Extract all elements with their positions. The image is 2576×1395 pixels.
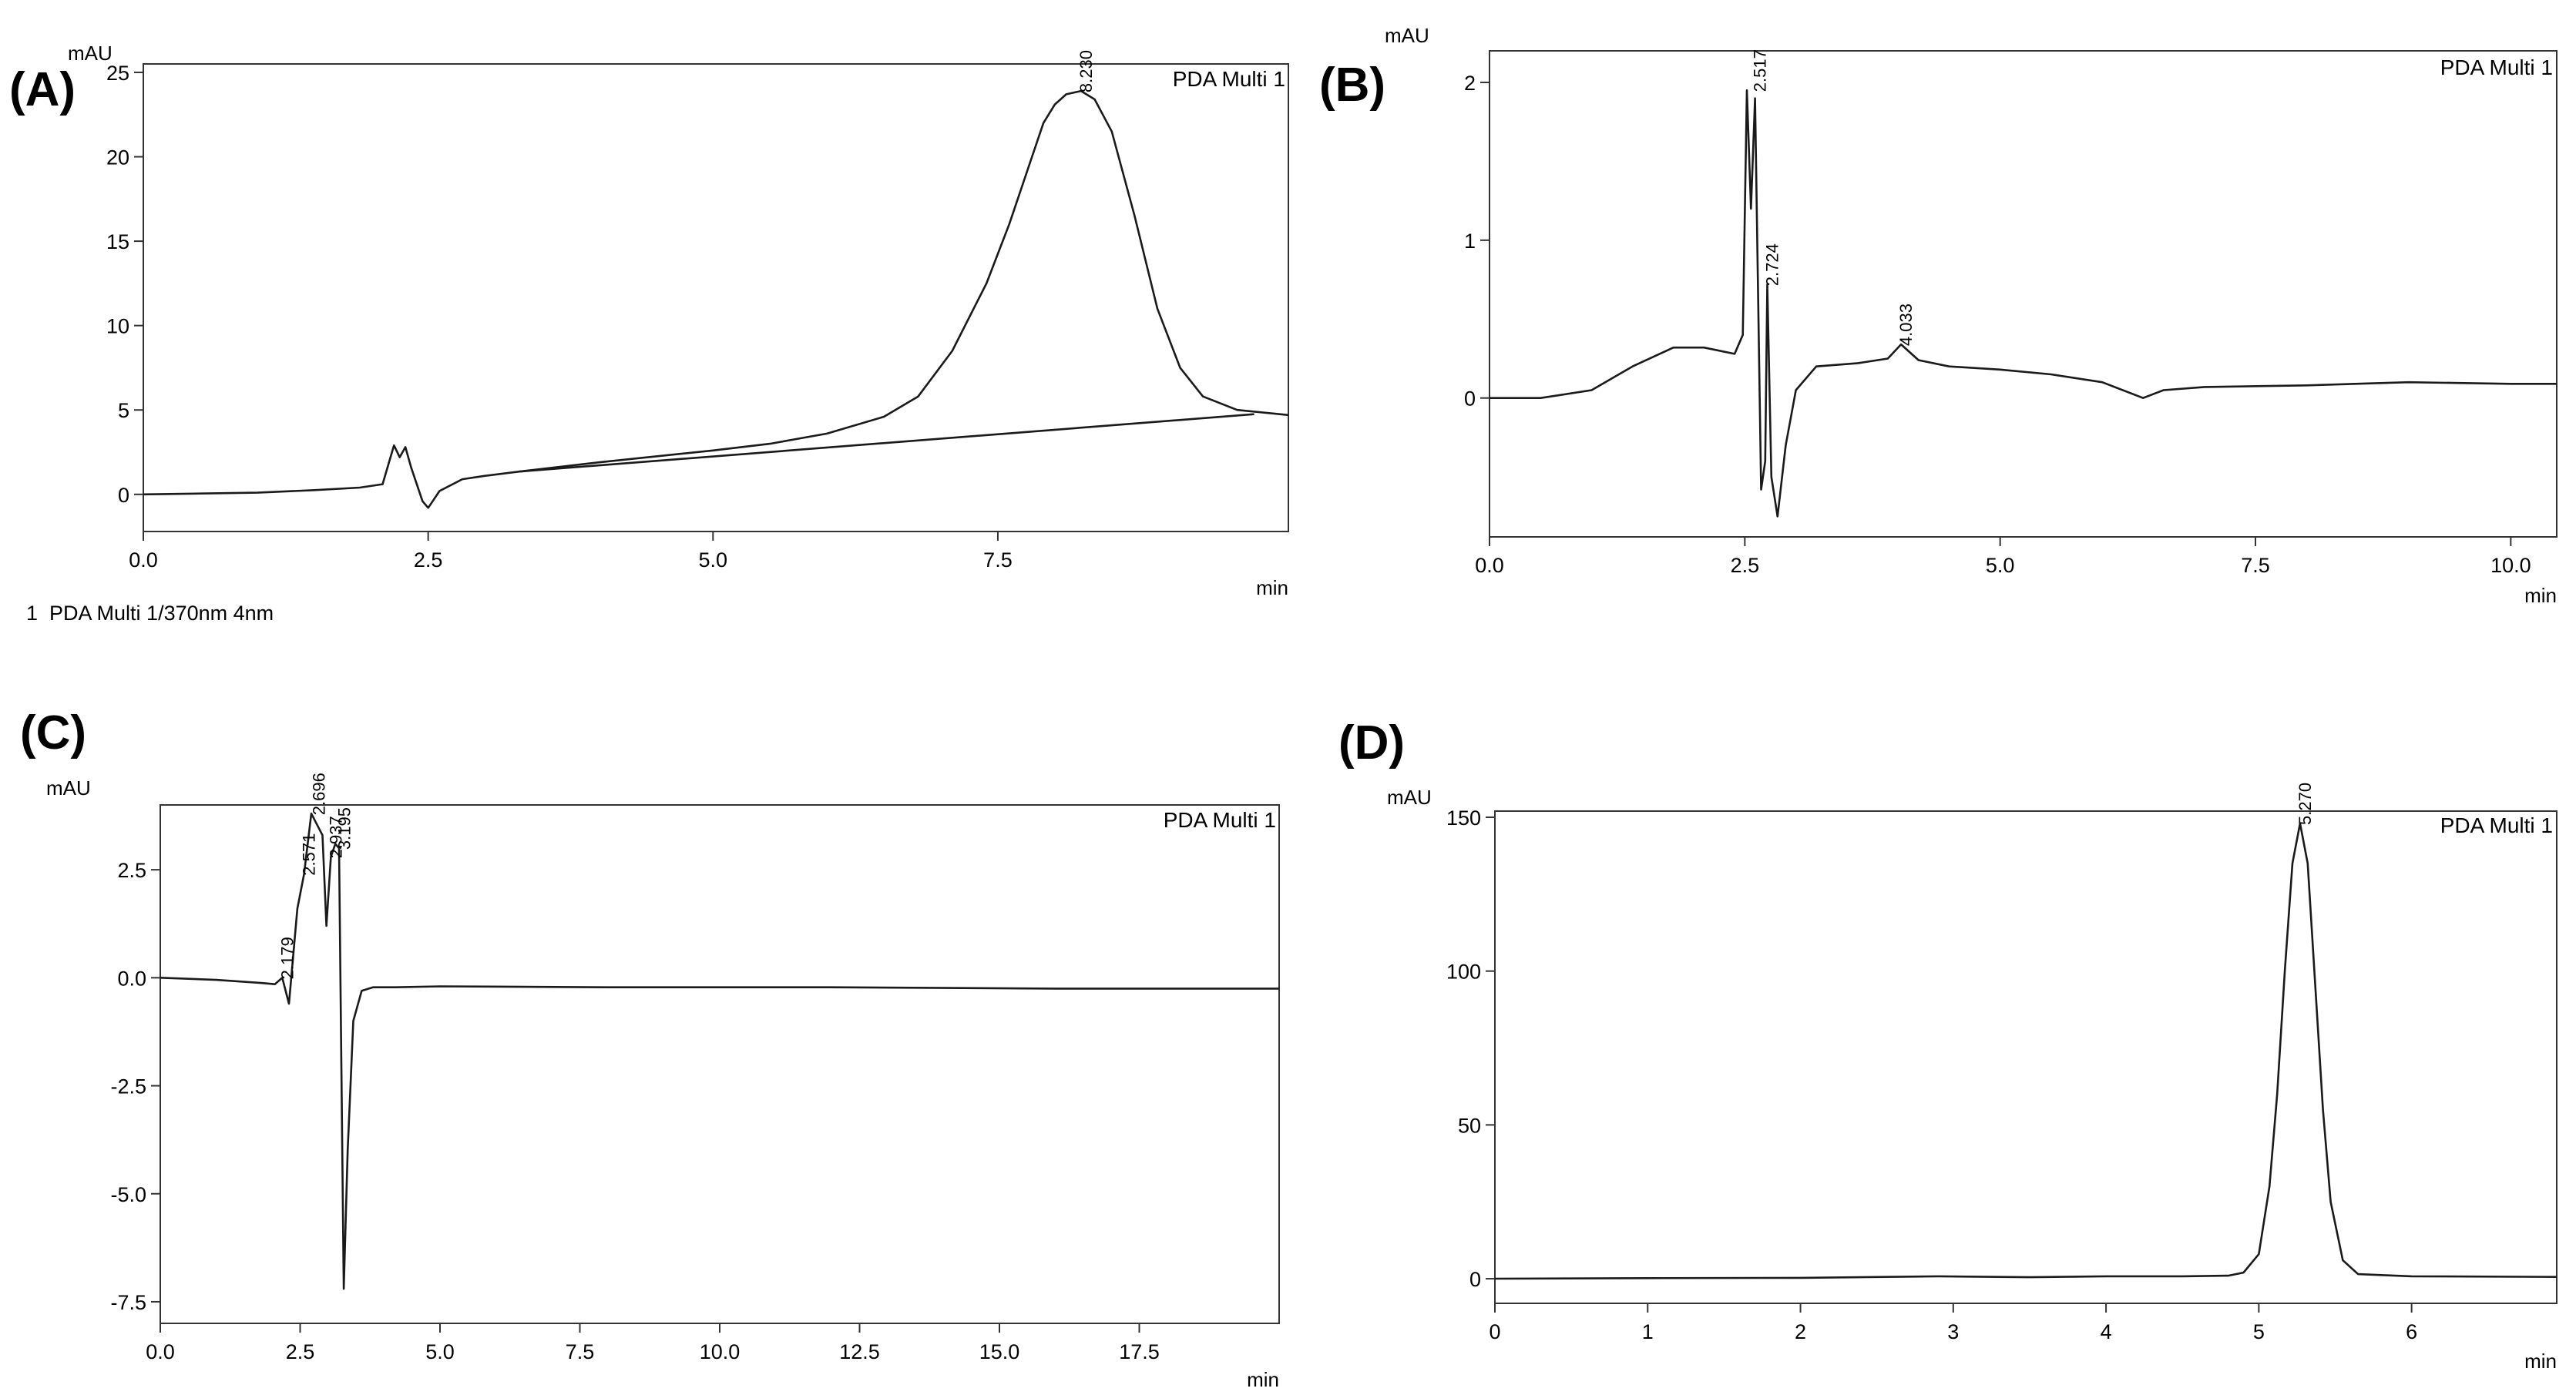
- panel-d-plot: 0 1 2 3 4 5 6 0 50 100 150 5.270: [1446, 783, 2558, 1343]
- panel-c-y-tick-label: -5.0: [110, 1183, 146, 1206]
- panel-a-y-label: mAU: [68, 42, 113, 65]
- panel-b-legend: PDA Multi 1: [2440, 55, 2553, 79]
- panel-b-plot-frame: [1489, 50, 2558, 538]
- panel-a-legend: PDA Multi 1: [1173, 67, 1285, 91]
- panel-a-peak-label: 8.230: [1076, 50, 1096, 92]
- panel-c-y-tick-label: -2.5: [110, 1075, 146, 1098]
- panel-c-y-label: mAU: [46, 776, 91, 800]
- panel-a-plot: 0.0 2.5 5.0 7.5 0 5 10 15 20 25 8.230: [106, 50, 1289, 572]
- panel-c-x-tick-label: 17.5: [1119, 1340, 1160, 1363]
- panel-c-x-tick-label: 5.0: [425, 1340, 455, 1363]
- panel-c-peak-label: 2.937: [326, 816, 345, 858]
- panel-a-y-tick-label: 15: [106, 230, 129, 253]
- panel-c-peak-label: 2.696: [310, 773, 329, 815]
- panel-c-y-tick-label: 0.0: [117, 967, 146, 990]
- panel-c-plot: 0.0 2.5 5.0 7.5 10.0 12.5 15.0 17.5 2.5 0.0 -2.5 -5…: [110, 773, 1280, 1363]
- panel-d-x-tick-label: 3: [1947, 1320, 1959, 1343]
- panel-d-y-tick-label: 150: [1446, 806, 1481, 830]
- panel-b-x-tick-label: 5.0: [1986, 554, 2015, 577]
- panel-a-plot-frame: [143, 63, 1289, 532]
- panel-b-peak-label: 2.517: [1751, 49, 1770, 92]
- panel-b-series-trace: [1490, 89, 2557, 518]
- panel-b-y-tick-label: 0: [1464, 387, 1476, 411]
- panel-d-peak-label: 5.270: [2296, 783, 2315, 825]
- panel-a-letter: (A): [9, 63, 76, 116]
- panel-b-x-tick-label: 10.0: [2490, 554, 2531, 577]
- panel-b-x-tick-label: 7.5: [2241, 554, 2270, 577]
- panel-d-x-tick-label: 0: [1489, 1320, 1500, 1343]
- panel-d-y-tick-label: 100: [1446, 961, 1481, 984]
- panel-c-y-tick-label: -7.5: [110, 1291, 146, 1314]
- panel-b-y-tick-label: 1: [1464, 230, 1476, 253]
- panel-b-x-tick-label: 2.5: [1731, 554, 1760, 577]
- panel-a-y-tick-label: 10: [106, 315, 129, 338]
- panel-c-x-tick-label: 12.5: [839, 1340, 880, 1363]
- panel-a-y-tick-label: 20: [106, 146, 129, 169]
- panel-b-y-tick-label: 2: [1464, 72, 1476, 95]
- panel-c-x-label: min: [1247, 1368, 1279, 1391]
- panel-b-peak-label: 4.033: [1896, 303, 1916, 346]
- panel-c-y-tick-label: 2.5: [117, 859, 146, 882]
- panel-c-peak-label: 3.195: [334, 807, 354, 850]
- panel-a-series-baseline: [519, 413, 1254, 473]
- panel-c-x-tick-label: 7.5: [566, 1340, 595, 1363]
- panel-c-legend: PDA Multi 1: [1164, 808, 1276, 832]
- panel-b-peak-label: 2.724: [1762, 243, 1782, 286]
- panel-d-legend: PDA Multi 1: [2440, 813, 2553, 837]
- panel-d-x-tick-label: 1: [1642, 1320, 1654, 1343]
- panel-a-y-tick-label: 0: [118, 484, 129, 507]
- panel-b-y-label: mAU: [1385, 24, 1429, 47]
- panel-d-letter: (D): [1338, 716, 1405, 770]
- panel-b-letter: (B): [1319, 59, 1385, 112]
- panel-a: (A) mAU min PDA Multi 1 1 PDA Multi 1/37…: [9, 42, 1289, 625]
- panel-a-y-tick-label: 5: [118, 399, 129, 422]
- panel-c: (C) mAU min PDA Multi 1 0.0 2.5 5.0 7.5 10.0…: [20, 706, 1280, 1391]
- panel-a-x-tick-label: 0.0: [129, 548, 158, 572]
- panel-c-peak-label: 2.571: [300, 833, 319, 876]
- panel-a-y-tick-label: 25: [106, 62, 129, 85]
- panel-c-x-tick-label: 15.0: [979, 1340, 1020, 1363]
- panel-b: (B) mAU min PDA Multi 1 0.0 2.5 5.0 7.5 10.0…: [1319, 24, 2558, 607]
- panel-c-x-tick-label: 0.0: [146, 1340, 175, 1363]
- panel-a-footnote: 1 PDA Multi 1/370nm 4nm: [26, 602, 274, 625]
- panel-d-x-tick-label: 6: [2406, 1320, 2417, 1343]
- panel-d-y-tick-label: 50: [1458, 1114, 1481, 1137]
- panel-b-plot: 0.0 2.5 5.0 7.5 10.0 0 1 2 2.517 2.724 4.033: [1464, 49, 2558, 577]
- panel-d: (D) mAU min PDA Multi 1 0 1 2 3 4 5 6 0 50 100 150…: [1338, 716, 2558, 1373]
- panel-d-x-tick-label: 5: [2253, 1320, 2265, 1343]
- panel-a-x-tick-label: 2.5: [414, 548, 443, 572]
- panel-d-x-tick-label: 4: [2101, 1320, 2112, 1343]
- panel-a-x-tick-label: 5.0: [699, 548, 728, 572]
- panel-d-x-label: min: [2524, 1350, 2557, 1373]
- panel-c-letter: (C): [20, 706, 86, 760]
- panel-a-series-trace: [143, 89, 1289, 509]
- panel-d-y-tick-label: 0: [1469, 1268, 1481, 1291]
- panel-c-x-tick-label: 2.5: [286, 1340, 315, 1363]
- panel-d-plot-frame: [1494, 810, 2558, 1304]
- panel-d-series-trace: [1494, 822, 2558, 1280]
- panel-b-x-label: min: [2524, 584, 2557, 607]
- panel-a-x-label: min: [1256, 576, 1288, 599]
- panel-a-x-tick-label: 7.5: [983, 548, 1013, 572]
- panel-d-x-tick-label: 2: [1795, 1320, 1806, 1343]
- panel-d-y-label: mAU: [1387, 786, 1432, 809]
- panel-c-peak-label: 2.179: [277, 937, 297, 979]
- panel-c-x-tick-label: 10.0: [700, 1340, 741, 1363]
- panel-b-x-tick-label: 0.0: [1475, 554, 1504, 577]
- panel-c-series-trace: [160, 812, 1279, 1290]
